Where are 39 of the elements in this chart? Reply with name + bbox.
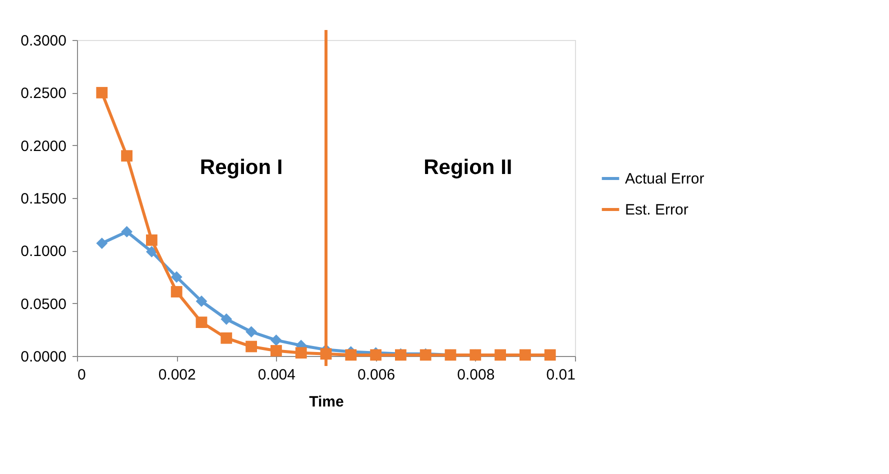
point <box>121 226 132 238</box>
point <box>345 349 357 361</box>
x-tick-label: 0 <box>78 366 86 384</box>
point <box>270 334 282 346</box>
point <box>246 326 257 338</box>
x-tick-label: 0.008 <box>457 366 495 384</box>
point <box>494 349 506 361</box>
y-tick-label: 0.0000 <box>20 348 66 366</box>
y-tick-label: 0.0500 <box>20 296 66 313</box>
legend-label: Actual Error <box>625 170 704 188</box>
point <box>220 332 232 344</box>
point <box>196 316 208 328</box>
point <box>170 286 182 298</box>
point <box>220 313 232 325</box>
y-tick-label: 0.1500 <box>20 190 66 208</box>
point <box>246 340 257 352</box>
point <box>146 234 158 246</box>
y-tick-label: 0.2500 <box>20 85 66 102</box>
point <box>270 345 282 356</box>
point <box>96 238 108 249</box>
point <box>121 150 132 162</box>
point <box>96 86 108 98</box>
annotation: Region I <box>200 156 283 179</box>
x-tick-label: 0.006 <box>358 366 396 384</box>
point <box>170 271 182 283</box>
y-tick-label: 0.2000 <box>20 138 66 155</box>
x-axis-title: Time <box>309 394 344 410</box>
y-tick-label: 0.1000 <box>20 243 66 260</box>
point <box>520 349 531 361</box>
x-tick-label: 0.004 <box>258 366 296 384</box>
legend-label: Est. Error <box>625 202 688 218</box>
x-tick-label: 0.002 <box>158 366 196 384</box>
point <box>196 296 208 307</box>
point <box>544 349 556 361</box>
y-tick-label: 0.3000 <box>20 32 66 50</box>
point <box>295 347 307 359</box>
x-tick-label: 0.01 <box>546 366 576 384</box>
annotation: Region II <box>424 156 512 179</box>
point <box>146 246 158 258</box>
